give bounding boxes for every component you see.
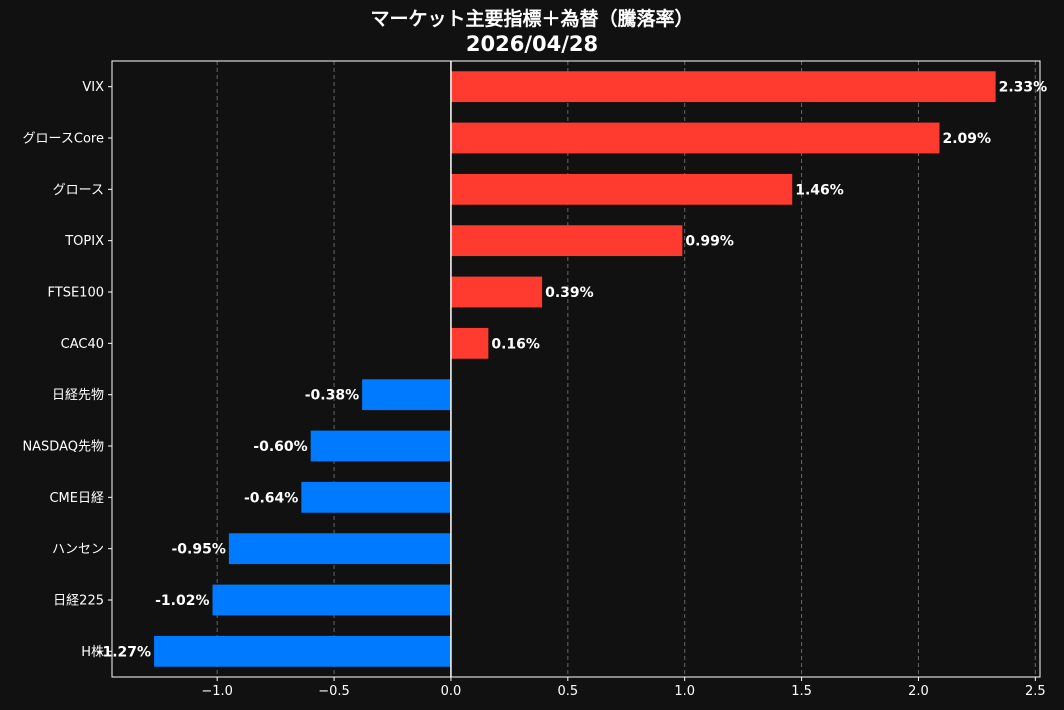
bar (450, 122, 940, 154)
bar (450, 276, 543, 308)
x-tick-label: 1.5 (791, 684, 812, 699)
bar (450, 327, 489, 359)
data-label: 2.09% (942, 131, 991, 147)
axis-layer (108, 60, 1041, 681)
category-label: VIX (82, 80, 104, 95)
category-label: CAC40 (61, 337, 104, 352)
bar (450, 71, 996, 103)
data-label: -1.02% (155, 593, 209, 609)
category-label: グロース (53, 183, 104, 198)
category-label: 日経225 (53, 594, 104, 609)
bar (310, 430, 451, 462)
x-tick-label: −0.5 (318, 684, 350, 699)
data-label: 0.39% (545, 285, 594, 301)
data-label: 0.99% (685, 234, 734, 250)
data-label: 0.16% (491, 336, 540, 352)
chart-date: 2026/04/28 (465, 32, 599, 56)
labels-layer: VIX グロースCore グロース TOPIX FTSE100 CAC40 日経先物 NASD… (22, 80, 1047, 699)
bar (362, 379, 451, 411)
category-label: TOPIX (64, 234, 104, 249)
bar (301, 481, 451, 513)
data-label: -0.38% (305, 388, 359, 404)
category-label: CME日経 (49, 491, 104, 506)
bar (228, 533, 451, 565)
x-tick-label: 2.5 (1025, 684, 1046, 699)
x-tick-label: −1.0 (201, 684, 233, 699)
category-label: NASDAQ先物 (22, 440, 104, 455)
category-label: ハンセン (52, 542, 104, 557)
data-label: 1.46% (795, 182, 844, 198)
chart-title: マーケット主要指標＋為替（騰落率） (370, 8, 694, 30)
data-label: -0.64% (244, 490, 298, 506)
x-tick-label: 1.0 (674, 684, 695, 699)
bar (154, 635, 451, 667)
data-label: 2.33% (999, 80, 1048, 96)
plot-frame (111, 60, 1041, 678)
x-tick-label: 2.0 (908, 684, 929, 699)
data-label: -1.27% (97, 644, 151, 660)
data-label: -0.95% (171, 542, 225, 558)
x-tick-label: 0.0 (441, 684, 462, 699)
category-label: グロースCore (23, 132, 104, 147)
bar (450, 225, 683, 257)
category-label: FTSE100 (48, 286, 104, 301)
data-label: -0.60% (253, 439, 307, 455)
bar (450, 173, 793, 205)
x-tick-label: 0.5 (557, 684, 578, 699)
category-label: 日経先物 (52, 388, 104, 403)
bars-layer (154, 71, 996, 667)
category-label: H株 (81, 645, 104, 660)
bar (212, 584, 451, 616)
